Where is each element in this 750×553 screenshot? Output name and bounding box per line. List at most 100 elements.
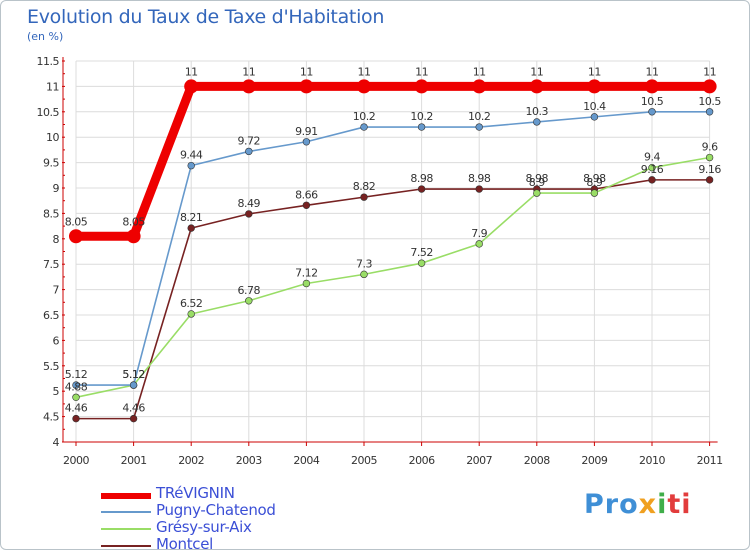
data-point-pugny-chatenod [360, 123, 368, 131]
data-label-pugny-chatenod: 9.72 [238, 134, 261, 147]
legend-swatch-montcel [101, 545, 151, 547]
data-point-montcel [302, 201, 311, 209]
y-tick-label: 9 [53, 182, 60, 195]
y-tick-label: 10.5 [37, 106, 60, 119]
data-point-gresy-sur-aix [245, 297, 253, 305]
data-label-gresy-sur-aix: 6.78 [238, 284, 261, 297]
data-point-gresy-sur-aix [187, 310, 195, 318]
data-label-gresy-sur-aix: 6.52 [180, 297, 203, 310]
grid-lines [75, 60, 711, 443]
data-label-pugny-chatenod: 10.5 [698, 95, 721, 108]
data-label-gresy-sur-aix: 7.12 [295, 267, 318, 280]
y-tick-label: 11.5 [37, 55, 60, 68]
data-label-trevignin: 8.05 [65, 215, 88, 228]
data-point-gresy-sur-aix [590, 189, 599, 197]
data-point-pugny-chatenod [187, 161, 195, 170]
data-point-montcel [187, 224, 195, 232]
y-tick-label: 4 [53, 436, 60, 449]
data-point-pugny-chatenod [533, 118, 541, 126]
y-tick-label: 8.5 [43, 207, 59, 220]
data-point-trevignin [357, 79, 371, 94]
y-tick-label: 5 [53, 385, 60, 398]
data-point-trevignin [184, 79, 199, 94]
data-label-trevignin: 11 [415, 65, 428, 78]
data-label-trevignin: 11 [703, 65, 716, 78]
data-label-montcel: 8.21 [180, 211, 203, 224]
proxiti-logo: Proxiti [584, 489, 692, 520]
data-point-gresy-sur-aix [302, 279, 311, 288]
data-point-montcel [475, 185, 483, 193]
data-point-montcel [648, 176, 656, 184]
data-label-gresy-sur-aix: 8.9 [586, 176, 602, 189]
data-point-pugny-chatenod [129, 381, 138, 389]
data-point-montcel [360, 193, 368, 201]
legend-label-pugny-chatenod: Pugny-Chatenod [156, 501, 276, 519]
y-tick-label: 6 [53, 334, 60, 347]
data-label-gresy-sur-aix: 7.9 [471, 227, 487, 240]
data-point-pugny-chatenod [302, 138, 311, 146]
data-label-pugny-chatenod: 10.3 [526, 105, 549, 118]
x-tick-label: 2000 [63, 454, 89, 467]
y-tick-label: 6.5 [43, 309, 59, 322]
x-tick-label: 2009 [581, 454, 607, 467]
legend-label-trevignin: TRéVIGNIN [156, 484, 235, 502]
axes: 4 4.5 5 5.5 6 6.5 7 7.5 8 8.5 9 9.5 10 10.5 11 11.5 2000… [37, 55, 724, 467]
data-point-gresy-sur-aix [72, 393, 80, 401]
data-label-gresy-sur-aix: 7.3 [356, 257, 372, 270]
data-point-pugny-chatenod [590, 113, 599, 121]
data-point-trevignin [241, 79, 256, 94]
y-tick-label: 8 [53, 233, 60, 246]
x-tick-label: 2001 [121, 454, 147, 467]
series-line-pugny-chatenod [75, 111, 711, 386]
x-tick-label: 2005 [351, 454, 377, 467]
legend-swatch-trevignin [101, 493, 151, 499]
x-tick-label: 2007 [466, 454, 492, 467]
data-label-montcel: 8.49 [238, 197, 261, 210]
data-point-gresy-sur-aix [417, 259, 426, 267]
data-point-pugny-chatenod [72, 381, 80, 389]
data-point-trevignin [645, 79, 659, 94]
data-label-montcel: 8.98 [468, 172, 491, 185]
data-label-montcel: 8.66 [295, 188, 318, 201]
x-tick-label: 2006 [409, 454, 435, 467]
data-label-pugny-chatenod: 10.4 [583, 100, 606, 113]
data-label-pugny-chatenod: 10.2 [410, 110, 433, 123]
legend-swatch-gresy-sur-aix [101, 528, 151, 530]
legend-label-montcel: Montcel [156, 535, 214, 553]
data-label-gresy-sur-aix: 9.4 [644, 151, 660, 164]
data-point-montcel [129, 414, 138, 423]
y-tick-label: 9.5 [43, 157, 59, 170]
data-point-pugny-chatenod [245, 147, 253, 156]
data-label-gresy-sur-aix: 7.52 [410, 246, 433, 259]
data-label-montcel: 9.16 [641, 163, 664, 176]
series-line-gresy-sur-aix [75, 156, 711, 399]
data-label-pugny-chatenod: 10.5 [641, 95, 664, 108]
data-label-pugny-chatenod: 10.2 [353, 110, 376, 123]
data-label-pugny-chatenod: 5.12 [122, 368, 145, 381]
data-point-pugny-chatenod [648, 108, 656, 116]
legend-label-gresy-sur-aix: Grésy-sur-Aix [156, 518, 252, 536]
chart-title: Evolution du Taux de Taxe d'Habitation [27, 6, 385, 28]
data-point-gresy-sur-aix [360, 270, 368, 279]
data-label-trevignin: 11 [473, 65, 486, 78]
data-label-pugny-chatenod: 10.2 [468, 110, 491, 123]
data-label-montcel: 4.46 [65, 402, 88, 415]
data-point-gresy-sur-aix [705, 153, 714, 162]
data-label-pugny-chatenod: 9.91 [295, 125, 318, 138]
data-label-trevignin: 11 [588, 65, 601, 78]
series-line-trevignin [71, 81, 715, 241]
data-point-trevignin [126, 229, 141, 244]
x-tick-label: 2010 [639, 454, 665, 467]
series-line-montcel [75, 179, 711, 420]
data-point-montcel [245, 210, 253, 218]
x-tick-label: 2008 [524, 454, 550, 467]
data-label-pugny-chatenod: 9.44 [180, 149, 203, 162]
y-tick-label: 5.5 [43, 360, 59, 373]
legend-swatch-pugny-chatenod [101, 511, 151, 513]
y-tick-label: 10 [46, 131, 59, 144]
data-point-pugny-chatenod [417, 123, 426, 131]
y-tick-label: 4.5 [43, 411, 59, 424]
x-tick-label: 2011 [697, 454, 723, 467]
